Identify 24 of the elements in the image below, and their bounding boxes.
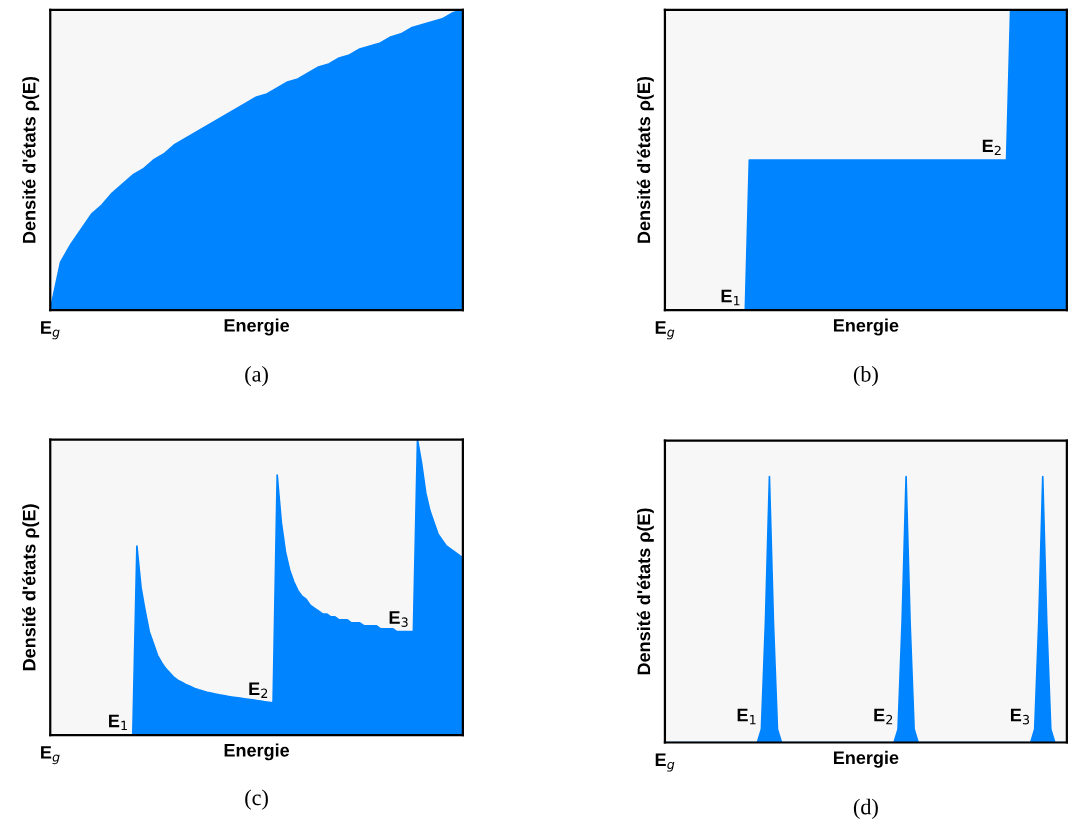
text: (c) [245,789,268,810]
annotation: E$_{1}$ [109,714,127,731]
annotation: E$_{2}$ [874,708,893,725]
text: E$_{g}$ [41,746,60,765]
text: (b) [853,366,878,387]
y-axis-title: Densité d'états ρ(E) [636,508,654,675]
x-axis-title: Energie [224,743,290,761]
annotation: E$_{2}$ [982,139,1001,156]
text: E$_{g}$ [655,321,675,340]
text: (a) [245,366,268,387]
x-axis-title: Energie [833,318,899,336]
y-axis-title: Densité d'états ρ(E) [636,76,654,243]
text: (d) [853,798,878,819]
x-axis-title: Energie [833,750,899,768]
x-axis-title: Energie [224,318,290,336]
text: E$_{g}$ [655,753,675,772]
annotation: E$_{1}$ [721,289,740,306]
text: E$_{g}$ [41,321,60,340]
annotation: E$_{2}$ [249,682,268,698]
y-axis-title: Densité d'états ρ(E) [22,76,40,243]
annotation: E$_{1}$ [737,708,756,725]
y-axis-title: Densité d'états ρ(E) [22,504,40,671]
annotation: E$_{3}$ [389,611,408,627]
annotation: E$_{3}$ [1010,708,1030,725]
